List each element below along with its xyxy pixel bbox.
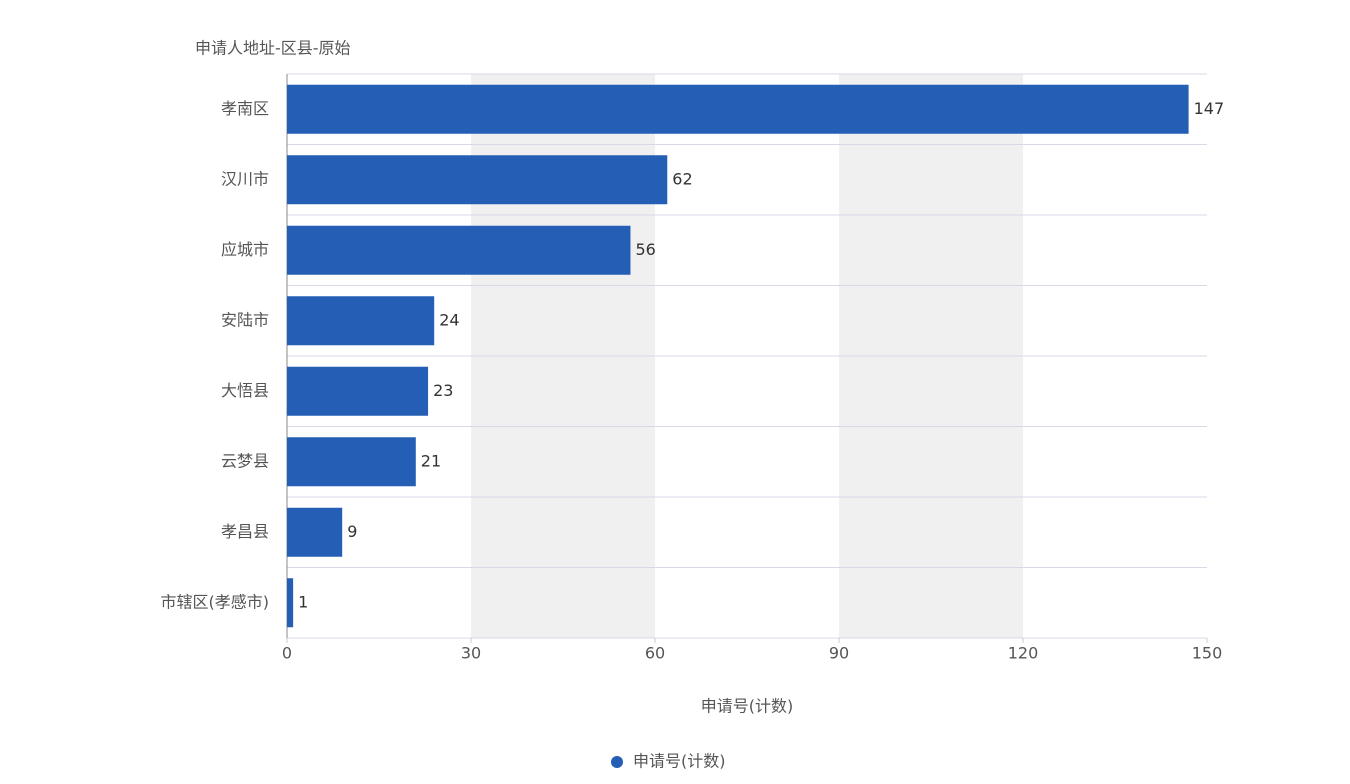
y-tick-label: 应城市 (221, 240, 269, 259)
bar (287, 296, 434, 345)
y-axis-title: 申请人地址-区县-原始 (195, 39, 351, 58)
y-tick-label: 汉川市 (221, 169, 269, 188)
x-tick-label: 30 (461, 644, 481, 663)
x-tick-label: 90 (829, 644, 849, 663)
y-tick-label: 大悟县 (221, 381, 269, 400)
bar (287, 367, 428, 416)
y-tick-label: 市辖区(孝感市) (161, 592, 270, 611)
value-label: 23 (433, 381, 453, 400)
x-tick-label: 120 (1008, 644, 1039, 663)
y-tick-label: 云梦县 (221, 451, 269, 470)
y-tick-label: 孝南区 (221, 99, 269, 118)
value-label: 1 (298, 592, 308, 611)
legend-marker (611, 756, 623, 768)
legend-label: 申请号(计数) (633, 752, 726, 771)
value-label: 62 (672, 169, 692, 188)
bar (287, 85, 1189, 134)
value-label: 9 (347, 522, 357, 541)
x-tick-label: 150 (1192, 644, 1223, 663)
bar (287, 437, 416, 486)
value-label: 147 (1194, 99, 1225, 118)
value-label: 56 (635, 240, 655, 259)
x-axis-title: 申请号(计数) (701, 697, 794, 716)
bar (287, 226, 630, 275)
x-tick-label: 0 (282, 644, 292, 663)
bar (287, 155, 667, 204)
value-label: 21 (421, 451, 441, 470)
x-tick-label: 60 (645, 644, 665, 663)
bar (287, 578, 293, 627)
value-label: 24 (439, 310, 459, 329)
y-tick-label: 孝昌县 (221, 522, 269, 541)
bar (287, 508, 342, 557)
y-tick-label: 安陆市 (221, 310, 269, 329)
